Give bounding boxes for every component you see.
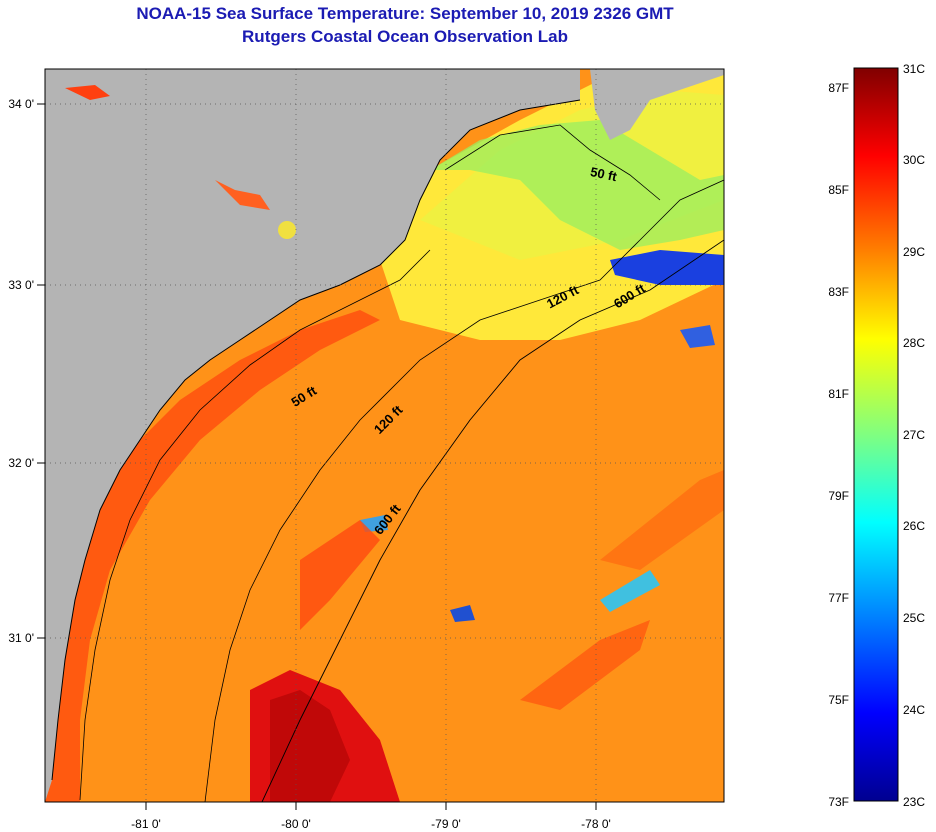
contour-120ft <box>204 179 724 802</box>
celsius-label: 28C <box>903 336 925 350</box>
map-frame <box>44 68 725 803</box>
lat-tick-label: 33 0' <box>8 278 34 292</box>
coastal-warm-band <box>45 310 380 802</box>
lon-tick-labels: -81 0' -80 0' -79 0' -78 0' <box>131 817 611 831</box>
colorbar-fahrenheit-labels: 87F 85F 83F 81F 79F 77F 75F 73F <box>828 81 849 809</box>
celsius-label: 31C <box>903 62 925 76</box>
colorbar-celsius-labels: 31C 30C 29C 28C 27C 26C 25C 24C 23C <box>903 62 925 809</box>
coastline <box>51 99 581 781</box>
colorbar: 31C 30C 29C 28C 27C 26C 25C 24C 23C 87F … <box>828 62 925 809</box>
celsius-label: 23C <box>903 795 925 809</box>
green-band <box>430 120 724 250</box>
fahrenheit-label: 83F <box>828 285 849 299</box>
lon-tick-label: -80 0' <box>281 817 311 831</box>
fahrenheit-label: 87F <box>828 81 849 95</box>
fahrenheit-label: 79F <box>828 489 849 503</box>
contour-50ft <box>79 124 661 801</box>
celsius-label: 26C <box>903 519 925 533</box>
contour-label: 50 ft <box>589 164 619 184</box>
gridlines <box>45 69 724 802</box>
celsius-label: 25C <box>903 611 925 625</box>
map-panel <box>45 69 724 802</box>
fahrenheit-label: 77F <box>828 591 849 605</box>
fahrenheit-label: 73F <box>828 795 849 809</box>
contour-600ft <box>261 239 724 802</box>
tick-marks <box>37 103 597 810</box>
lat-tick-label: 32 0' <box>8 456 34 470</box>
celsius-label: 27C <box>903 428 925 442</box>
lon-tick-label: -79 0' <box>431 817 461 831</box>
lat-tick-label: 31 0' <box>8 631 34 645</box>
lon-tick-label: -78 0' <box>581 817 611 831</box>
lat-tick-labels: 34 0' 33 0' 32 0' 31 0' <box>8 97 34 645</box>
map-subtitle: Rutgers Coastal Ocean Observation Lab <box>242 27 568 46</box>
fahrenheit-label: 85F <box>828 183 849 197</box>
fahrenheit-label: 75F <box>828 693 849 707</box>
celsius-label: 24C <box>903 703 925 717</box>
fahrenheit-label: 81F <box>828 387 849 401</box>
lon-tick-label: -81 0' <box>131 817 161 831</box>
land-mass <box>45 69 580 802</box>
lat-tick-label: 34 0' <box>8 97 34 111</box>
colorbar-gradient <box>853 67 899 802</box>
map-title: NOAA-15 Sea Surface Temperature: Septemb… <box>136 4 674 23</box>
celsius-label: 30C <box>903 153 925 167</box>
celsius-label: 29C <box>903 245 925 259</box>
